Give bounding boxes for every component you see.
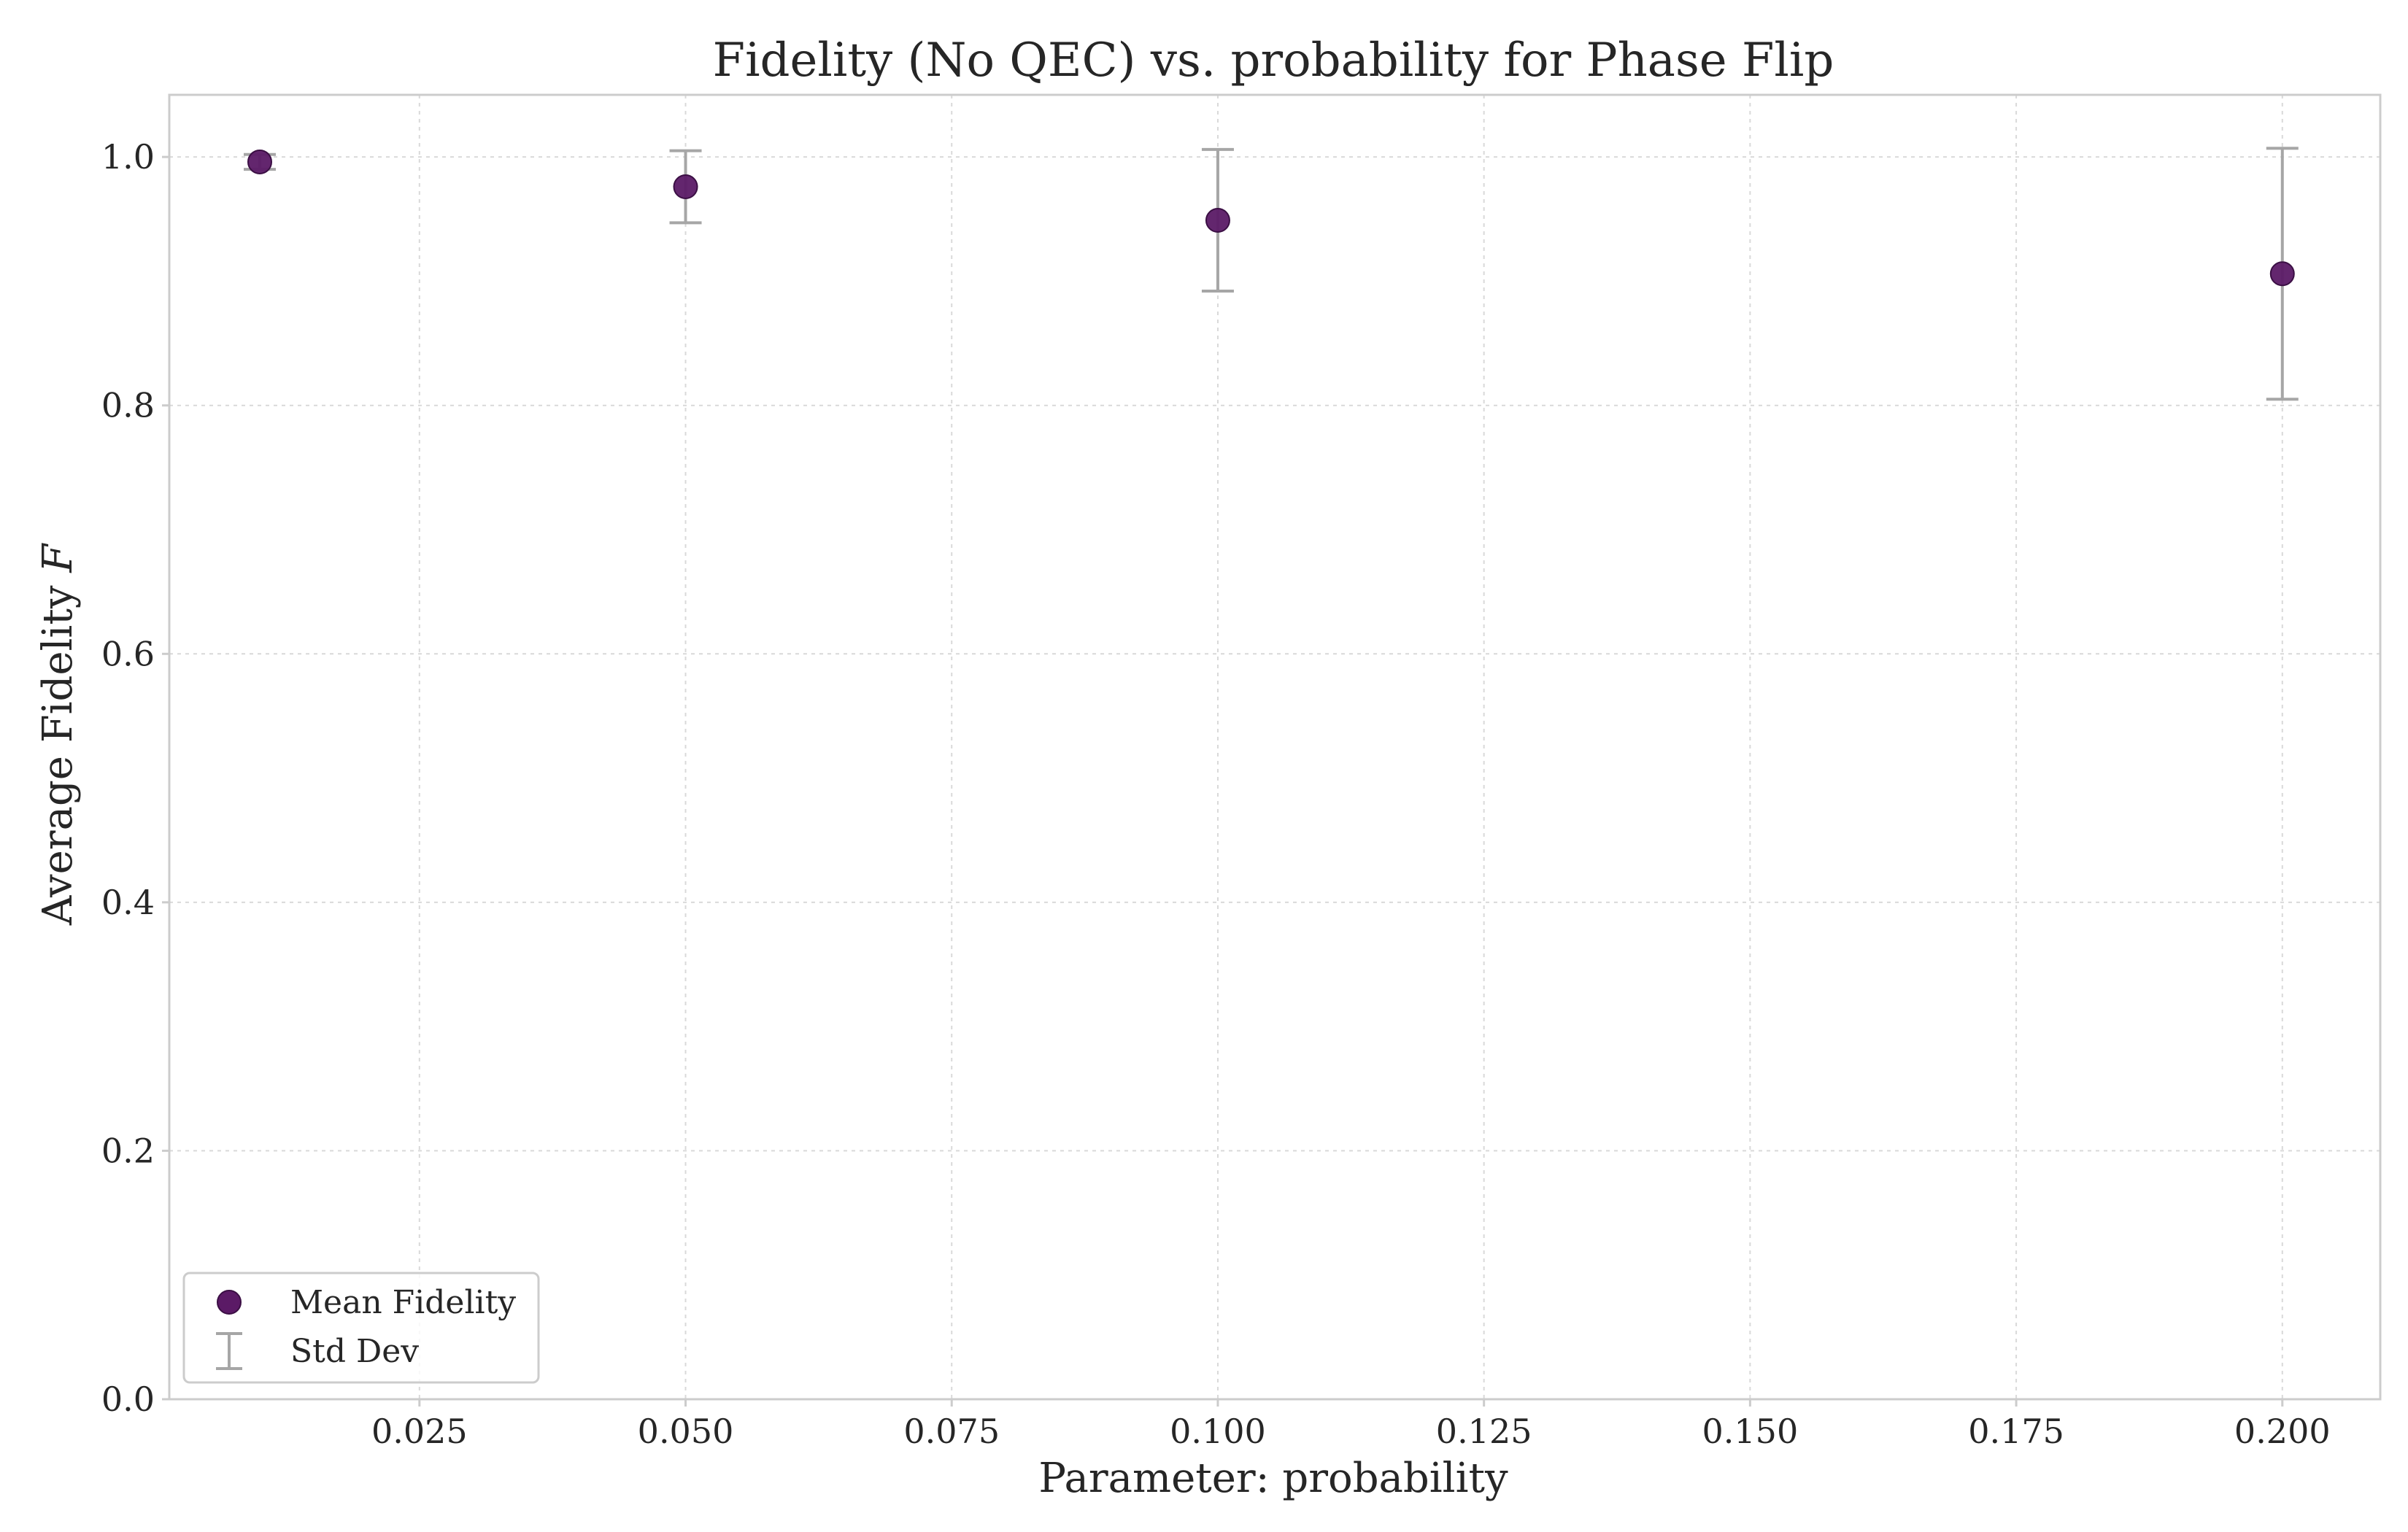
x-tick-label: 0.200 [2234, 1412, 2331, 1451]
data-point [2269, 261, 2295, 287]
plot-frame [168, 93, 2382, 1401]
x-tick-label: 0.050 [638, 1412, 734, 1451]
x-tick-label: 0.075 [903, 1412, 1000, 1451]
legend-label-mean-fidelity: Mean Fidelity [290, 1284, 516, 1321]
legend-marker-mean-fidelity [217, 1290, 242, 1315]
legend: Mean Fidelity Std Dev [182, 1272, 540, 1384]
legend-marker-std-dev [216, 1332, 242, 1370]
y-tick-label: 0.6 [101, 634, 155, 673]
y-tick-label: 1.0 [101, 137, 155, 177]
y-axis-label-symbol: F [34, 543, 82, 573]
y-tick-label: 0.8 [101, 386, 155, 425]
data-point [1205, 207, 1230, 233]
x-tick-label: 0.100 [1170, 1412, 1266, 1451]
y-axis-label: Average Fidelity F [34, 543, 82, 926]
tick-layer: 0.025 0.050 0.075 0.100 0.125 0.150 0.175 0.200… [101, 137, 2331, 1451]
x-tick-label: 0.125 [1436, 1412, 1532, 1451]
chart-title: Fidelity (No QEC) vs. probability for Ph… [713, 34, 1834, 88]
y-tick-label: 0.4 [101, 883, 155, 922]
y-tick-label: 0.0 [101, 1380, 155, 1419]
x-tick-label: 0.025 [371, 1412, 468, 1451]
x-tick-label: 0.175 [1968, 1412, 2064, 1451]
x-tick-label: 0.150 [1702, 1412, 1799, 1451]
legend-label-std-dev: Std Dev [290, 1333, 419, 1370]
x-axis-label: Parameter: probability [1038, 1455, 1508, 1502]
y-tick-label: 0.2 [101, 1131, 155, 1170]
data-point [673, 174, 698, 200]
legend-box [182, 1272, 540, 1384]
y-axis-label-text: Average Fidelity [34, 585, 82, 926]
data-point [247, 149, 273, 174]
point-layer [247, 149, 2295, 287]
